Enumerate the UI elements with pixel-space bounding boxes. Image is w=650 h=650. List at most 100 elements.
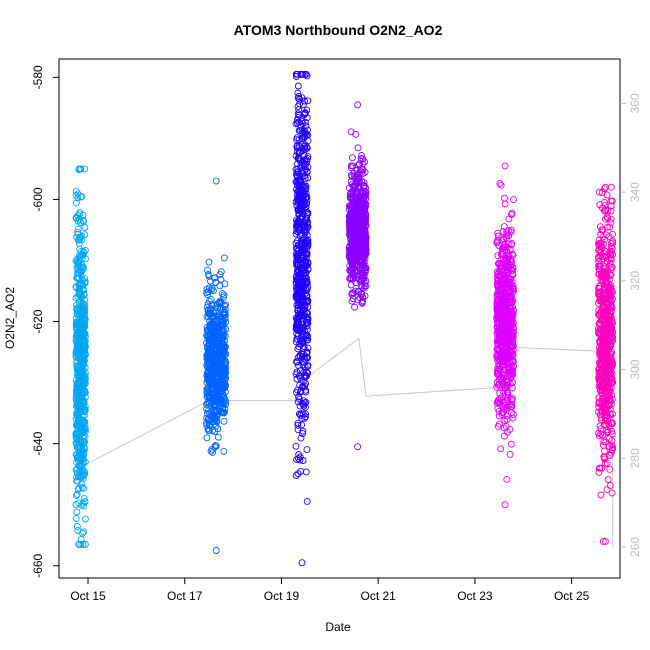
data-point [361,292,369,300]
data-point [302,259,310,267]
data-point [606,260,614,268]
data-point [494,232,502,240]
data-point [607,290,615,298]
data-point [499,243,507,251]
data-point [501,274,509,282]
data-point [608,379,615,387]
data-point [356,218,363,226]
data-point [212,312,220,320]
data-point [298,331,306,339]
data-point [294,398,302,406]
data-point [357,202,365,210]
data-point [298,135,306,143]
data-point [347,219,355,227]
data-point [210,336,218,344]
data-point [498,362,506,370]
data-point [205,349,213,357]
data-point [203,400,210,408]
data-point [607,264,615,272]
data-point [82,515,89,523]
data-point [350,182,358,190]
data-point [607,207,615,215]
data-point [75,392,83,400]
data-point [295,149,303,156]
data-point [505,232,513,240]
data-point [501,271,509,279]
series-group [345,101,370,451]
data-point [80,339,88,347]
y-tick-label: -640 [31,431,45,455]
data-point [81,468,89,476]
data-point [349,162,357,170]
data-point [78,420,86,427]
data-point [301,414,309,422]
y-right-tick-label: 320 [628,270,642,290]
data-point [600,382,608,390]
data-point [205,313,212,321]
data-point [499,408,507,416]
data-point [602,323,610,331]
data-point [346,228,354,236]
data-point [508,209,516,217]
data-point [597,288,605,296]
series-group [203,177,230,554]
data-point [505,369,513,377]
data-point [598,351,606,359]
data-point [348,242,355,250]
data-point [597,231,605,238]
data-point [220,447,228,455]
data-point [74,225,82,233]
data-point [606,482,614,489]
data-point [81,498,89,506]
data-point [504,389,512,397]
data-point [508,307,516,315]
data-point [595,399,603,407]
data-point [603,426,611,434]
data-point [300,267,308,275]
data-point [601,417,609,424]
data-point [211,357,219,364]
data-point [360,259,368,267]
data-point [298,185,306,193]
data-point [75,340,83,348]
data-point [497,374,505,382]
data-point [358,165,365,173]
data-point [73,477,81,485]
data-point [293,358,300,366]
data-point [220,372,228,380]
data-point [75,266,82,274]
data-point [293,160,301,168]
data-point [599,313,607,321]
data-point [596,464,604,472]
data-point [293,70,301,78]
data-point [601,397,609,405]
data-point [304,309,312,317]
y-tick-label: -580 [31,65,45,89]
data-point [81,301,89,309]
data-point [303,497,311,505]
data-point [297,434,305,442]
data-point [494,271,501,279]
x-tick-label: Oct 15 [70,589,106,603]
data-point [597,262,604,270]
data-point [73,490,81,498]
data-point [80,494,88,502]
data-point [349,266,357,274]
data-point [79,467,87,475]
data-point [74,258,81,266]
data-point [295,321,303,328]
data-point [209,384,216,392]
data-point [595,255,603,262]
data-point [357,188,365,196]
data-point [303,279,310,287]
data-point [350,230,357,238]
data-point [76,236,84,244]
data-point [295,118,303,126]
data-point [494,312,502,319]
y-axis-left: -660 -640 -620 -600 -580 [31,65,59,578]
y-tick-label: -600 [31,187,45,211]
data-point [606,465,614,473]
data-point [292,442,300,450]
data-point [76,449,84,457]
data-point [79,499,87,507]
